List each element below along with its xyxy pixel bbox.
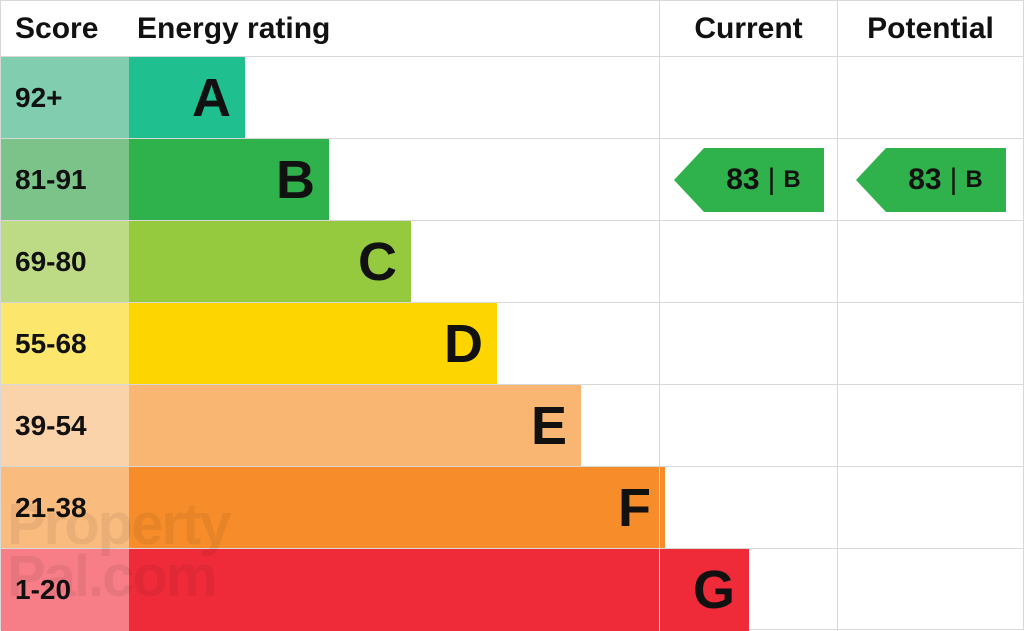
bar-cell: G (129, 549, 659, 631)
rating-bar-f: F (129, 467, 665, 548)
bar-cell: E (129, 385, 659, 466)
score-range: 21-38 (1, 467, 129, 548)
bar-cell: A (129, 57, 659, 138)
band-row-d: 55-68 D (1, 303, 1023, 385)
rating-bar-g: G (129, 549, 749, 631)
potential-cell: 83 |B (837, 139, 1023, 220)
potential-cell (837, 385, 1023, 466)
rating-bar-b: B (129, 139, 329, 220)
band-row-b: 81-91B83|B83|B (1, 139, 1023, 221)
rating-letter: B (276, 149, 315, 211)
rating-letter: A (192, 67, 231, 129)
potential-cell (837, 221, 1023, 302)
potential-cell (837, 549, 1023, 631)
rating-bar-a: A (129, 57, 245, 138)
rating-pointer: 83 |B (856, 148, 1006, 212)
current-cell (659, 385, 837, 466)
pointer-letter: B (965, 166, 982, 194)
bar-cell: D (129, 303, 659, 384)
rating-letter: D (444, 313, 483, 375)
rating-letter: C (358, 231, 397, 293)
band-row-g: 1-20G (1, 549, 1023, 631)
header-score: Score (1, 1, 129, 56)
band-row-a: 92+ A (1, 57, 1023, 139)
bar-cell: C (129, 221, 659, 302)
pointer-value: 83 (726, 163, 759, 197)
potential-cell (837, 467, 1023, 548)
potential-cell (837, 303, 1023, 384)
current-cell (659, 549, 837, 631)
rating-pointer: 83 |B (674, 148, 824, 212)
current-cell (659, 467, 837, 548)
arrow-left-icon (856, 148, 886, 212)
pointer-separator: | (950, 163, 958, 197)
pointer-letter: B (783, 166, 800, 194)
score-range: 81-91 (1, 139, 129, 220)
score-range: 39-54 (1, 385, 129, 466)
current-cell (659, 221, 837, 302)
header-rating: Energy rating (129, 1, 659, 56)
current-cell (659, 57, 837, 138)
bar-cell: F (129, 467, 659, 548)
pointer-value: 83 (908, 163, 941, 197)
header-row: Score Energy rating Current Potential (1, 1, 1023, 57)
score-range: 69-80 (1, 221, 129, 302)
current-cell (659, 303, 837, 384)
band-row-e: 39-54 E (1, 385, 1023, 467)
rating-bar-c: C (129, 221, 411, 302)
band-row-c: 69-80 C (1, 221, 1023, 303)
rating-letter: E (531, 395, 567, 457)
score-range: 92+ (1, 57, 129, 138)
bar-cell: B (129, 139, 659, 220)
header-current: Current (659, 1, 837, 56)
header-potential: Potential (837, 1, 1023, 56)
band-row-f: 21-38 F (1, 467, 1023, 549)
pointer-body: 83 |B (886, 148, 1006, 212)
rating-bar-d: D (129, 303, 497, 384)
score-range: 1-20 (1, 549, 129, 631)
bands-container: 92+A81-91B83|B83|B69-80C55-68D39-54E21-3… (1, 57, 1023, 631)
pointer-body: 83 |B (704, 148, 824, 212)
current-cell: 83 |B (659, 139, 837, 220)
rating-bar-e: E (129, 385, 581, 466)
score-range: 55-68 (1, 303, 129, 384)
rating-letter: F (618, 477, 651, 539)
pointer-separator: | (768, 163, 776, 197)
arrow-left-icon (674, 148, 704, 212)
epc-chart: Score Energy rating Current Potential 92… (0, 0, 1024, 630)
potential-cell (837, 57, 1023, 138)
